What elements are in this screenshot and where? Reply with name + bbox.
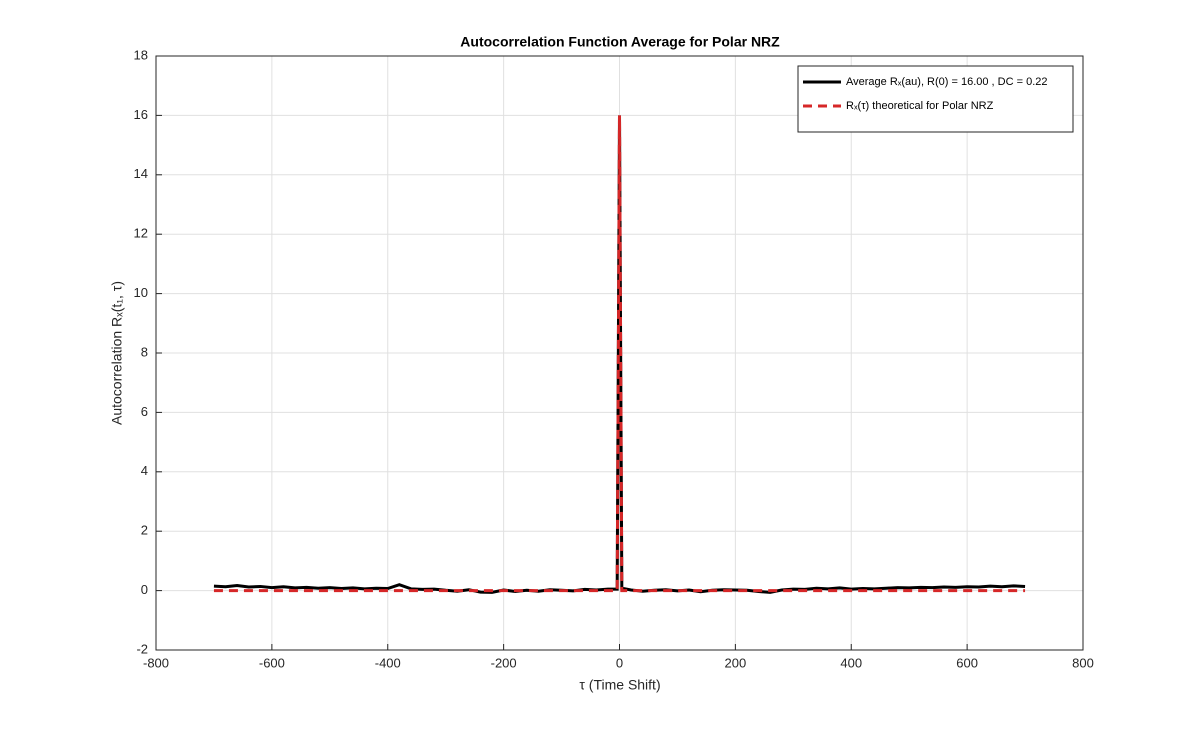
y-tick-label: 0 (141, 582, 148, 597)
x-tick-label: -200 (491, 655, 517, 670)
x-tick-label: 400 (840, 655, 862, 670)
y-tick-label: -2 (136, 641, 148, 656)
x-tick-label: 200 (725, 655, 747, 670)
y-tick-label: 6 (141, 404, 148, 419)
data-line (213, 115, 1026, 593)
y-tick-label: 12 (134, 226, 148, 241)
chart-title: Autocorrelation Function Average for Pol… (460, 34, 780, 50)
y-tick-label: 2 (141, 523, 148, 538)
y-tick-label: 10 (134, 285, 148, 300)
y-tick-label: 14 (134, 166, 148, 181)
x-tick-label: -800 (143, 655, 169, 670)
plot-frame (155, 55, 1084, 651)
x-tick-label: 0 (616, 655, 623, 670)
y-tick-label: 4 (141, 463, 148, 478)
x-tick-label: -400 (375, 655, 401, 670)
y-tick-label: 16 (134, 107, 148, 122)
x-tick-label: 600 (956, 655, 978, 670)
legend-label: Average Rₓ(au), R(0) = 16.00 , DC = 0.22 (846, 76, 1048, 88)
x-tick-label: 800 (1072, 655, 1094, 670)
y-axis-label: Autocorrelation Rₓ(t₁, τ) (109, 281, 125, 425)
legend-label: Rₓ(τ) theoretical for Polar NRZ (846, 100, 994, 112)
legend-box (797, 65, 1074, 133)
x-tick-label: -600 (259, 655, 285, 670)
y-tick-label: 8 (141, 344, 148, 359)
x-axis-label: τ (Time Shift) (579, 677, 660, 693)
y-tick-label: 18 (134, 47, 148, 62)
